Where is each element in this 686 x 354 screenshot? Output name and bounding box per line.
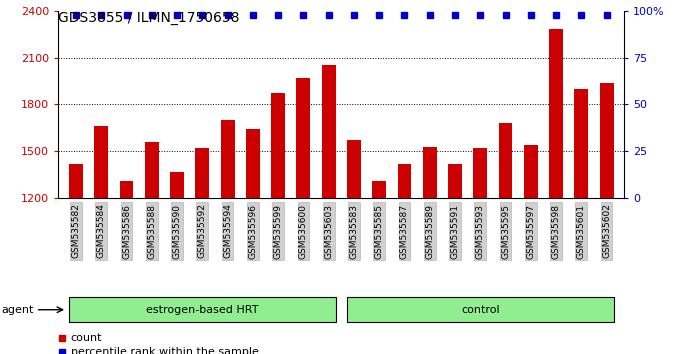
Text: GSM535600: GSM535600 xyxy=(299,204,308,258)
Text: GSM535585: GSM535585 xyxy=(375,204,383,258)
Text: GSM535582: GSM535582 xyxy=(71,204,80,258)
Text: GSM535584: GSM535584 xyxy=(97,204,106,258)
Bar xyxy=(574,89,589,354)
Text: GSM535592: GSM535592 xyxy=(198,204,206,258)
Text: percentile rank within the sample: percentile rank within the sample xyxy=(71,347,259,354)
Bar xyxy=(448,164,462,354)
Text: GSM535601: GSM535601 xyxy=(577,204,586,258)
Bar xyxy=(600,82,613,354)
Text: GSM535588: GSM535588 xyxy=(147,204,156,258)
Bar xyxy=(397,164,412,354)
Bar xyxy=(296,78,310,354)
Text: GDS3855 / ILMN_1750658: GDS3855 / ILMN_1750658 xyxy=(58,11,240,25)
Text: GSM535597: GSM535597 xyxy=(526,204,535,258)
Text: GSM535589: GSM535589 xyxy=(425,204,434,258)
Text: count: count xyxy=(71,333,102,343)
Bar xyxy=(145,142,158,354)
Text: GSM535591: GSM535591 xyxy=(451,204,460,258)
Text: GSM535593: GSM535593 xyxy=(476,204,485,258)
Bar xyxy=(549,29,563,354)
Bar xyxy=(119,181,134,354)
Text: GSM535599: GSM535599 xyxy=(274,204,283,258)
Bar xyxy=(499,123,512,354)
Text: agent: agent xyxy=(1,305,34,315)
Text: GSM535595: GSM535595 xyxy=(501,204,510,258)
Text: estrogen-based HRT: estrogen-based HRT xyxy=(146,305,259,315)
Text: GSM535586: GSM535586 xyxy=(122,204,131,258)
Bar xyxy=(473,148,487,354)
Bar xyxy=(347,141,361,354)
Text: GSM535596: GSM535596 xyxy=(248,204,257,258)
Bar xyxy=(271,93,285,354)
Bar xyxy=(170,172,184,354)
Bar xyxy=(423,147,437,354)
FancyBboxPatch shape xyxy=(69,297,335,322)
Bar xyxy=(322,65,335,354)
Bar xyxy=(196,148,209,354)
Text: GSM535602: GSM535602 xyxy=(602,204,611,258)
Bar xyxy=(221,120,235,354)
Bar xyxy=(69,164,83,354)
Bar xyxy=(524,145,538,354)
Text: GSM535603: GSM535603 xyxy=(324,204,333,258)
Text: GSM535598: GSM535598 xyxy=(552,204,560,258)
Bar xyxy=(246,130,260,354)
Bar xyxy=(94,126,108,354)
Text: control: control xyxy=(461,305,499,315)
Text: GSM535590: GSM535590 xyxy=(173,204,182,258)
Text: GSM535587: GSM535587 xyxy=(400,204,409,258)
Text: GSM535594: GSM535594 xyxy=(223,204,232,258)
Bar xyxy=(372,181,386,354)
Text: GSM535583: GSM535583 xyxy=(349,204,358,258)
FancyBboxPatch shape xyxy=(347,297,613,322)
